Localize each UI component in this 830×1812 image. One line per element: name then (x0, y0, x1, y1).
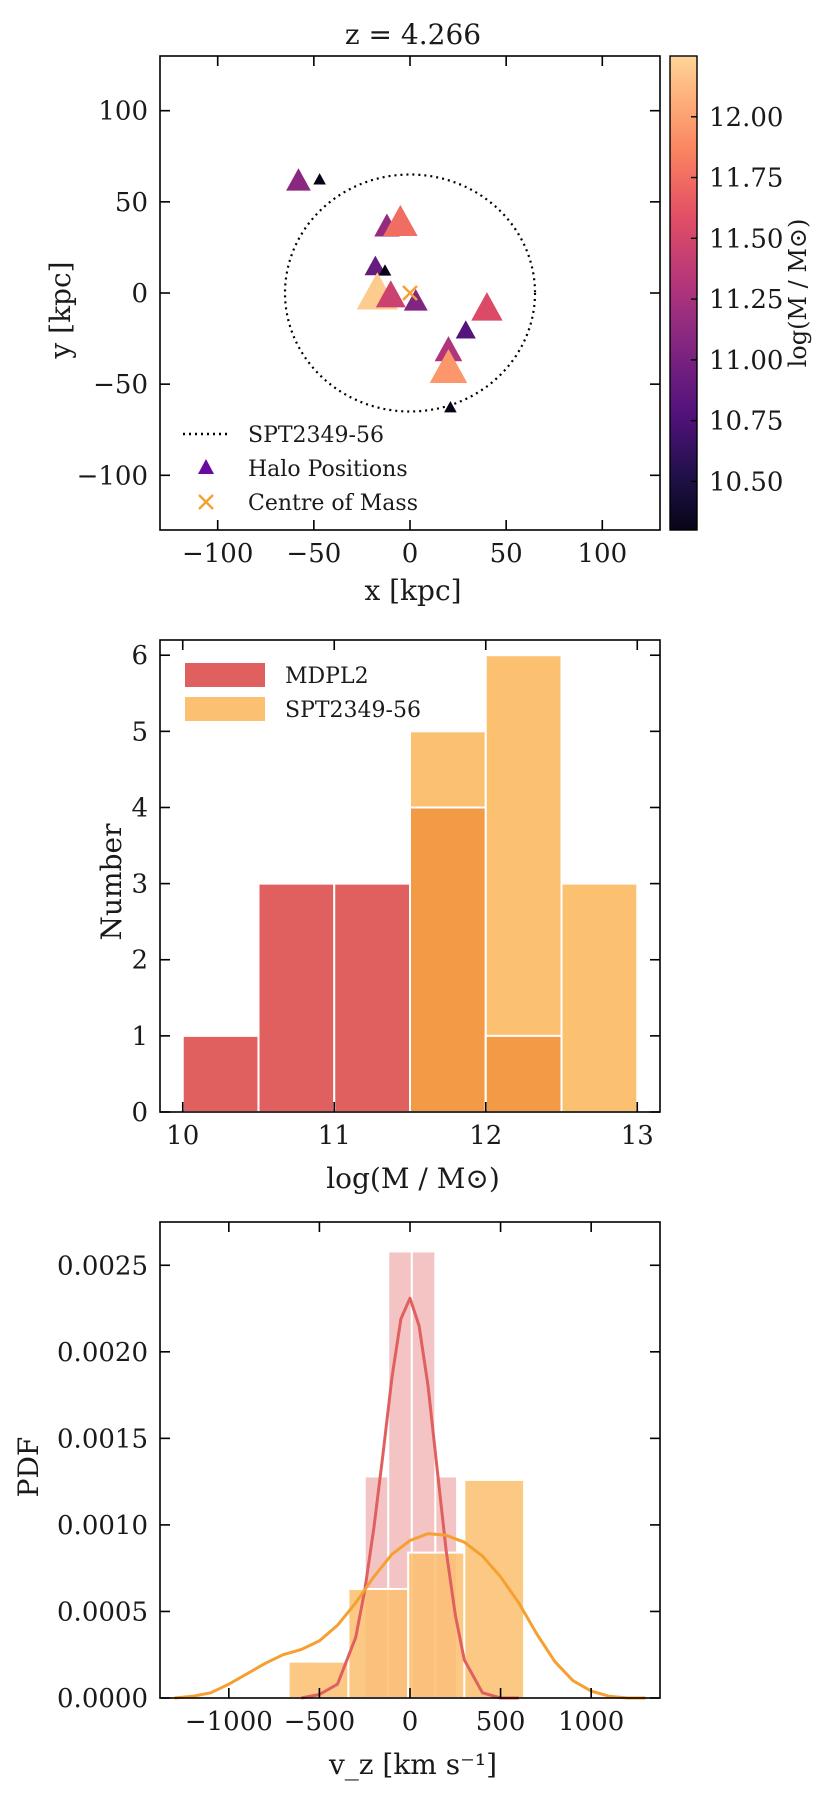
colorbar-bar (669, 55, 698, 531)
scatter-plot-area (283, 168, 537, 413)
panel3-xtick-label: 1000 (558, 1707, 624, 1737)
colorbar-tick-label: 10.50 (709, 467, 783, 497)
histogram-plot-area (181, 654, 639, 1114)
panel1-ytick-label: −100 (77, 461, 148, 491)
panel1-axes: −100 −50 0 50 100 −100 −50 0 50 100 (77, 55, 661, 569)
histogram-bar (181, 1034, 260, 1114)
legend-cross-symbol (198, 494, 214, 510)
panel2-xtick-label: 12 (469, 1121, 502, 1151)
panel1-xtick-label: 100 (577, 539, 627, 569)
histogram-bar (333, 882, 412, 1114)
legend-swatch-mdpl2 (185, 663, 265, 687)
colorbar-tick-label: 11.75 (709, 164, 783, 194)
panel1-ytick-label: 100 (98, 97, 148, 127)
panel3-ytick-label: 0.0000 (57, 1684, 148, 1714)
halo-marker (444, 400, 457, 413)
panel1-xtick-label: −100 (182, 539, 253, 569)
halo-marker (455, 320, 476, 339)
panel1-xtick-label: −50 (286, 539, 341, 569)
panel1-ytick-label: 0 (131, 279, 148, 309)
panel2-ytick-label: 0 (131, 1098, 148, 1128)
legend-swatch-spt2349 (185, 697, 265, 721)
colorbar-tick-label: 12.00 (709, 103, 783, 133)
panel2-xlabel: log(M / M⊙) (326, 1162, 500, 1195)
centre-of-mass-marker (402, 285, 418, 301)
panel3-xtick-label: 0 (402, 1707, 419, 1737)
panel3-axes: −1000 −500 0 500 1000 0.0000 0.0005 0.0010 0.001… (57, 1221, 661, 1737)
colorbar-tick-label: 11.00 (709, 346, 783, 376)
legend-label-mdpl2: MDPL2 (285, 664, 369, 689)
panel3-ytick-label: 0.0020 (57, 1338, 148, 1368)
panel2-xtick-label: 13 (621, 1121, 654, 1151)
panel3-xtick-label: −500 (284, 1707, 355, 1737)
legend-triangle-symbol (198, 459, 214, 474)
halo-marker (378, 264, 392, 276)
kde-curve-mdpl2 (301, 1296, 519, 1700)
panel2-ytick-label: 2 (131, 946, 148, 976)
legend-label-halo-positions: Halo Positions (248, 457, 408, 482)
panel3-xlabel: v_z [km s⁻¹] (328, 1748, 497, 1781)
panel1-title: z = 4.266 (345, 18, 481, 51)
panel2-ytick-label: 5 (131, 717, 148, 747)
kde-curve-spt2349 (174, 1532, 646, 1700)
legend-label-spt2349: SPT2349-56 (248, 423, 384, 448)
colorbar-axis-label: log(M / M⊙) (784, 219, 812, 368)
panel3-ylabel: PDF (12, 1437, 45, 1498)
panel1-xtick-label: 50 (490, 539, 523, 569)
panel-velocity-pdf: −1000 −500 0 500 1000 0.0000 0.0005 0.0010 0.001… (12, 1221, 661, 1781)
colorbar-tick-label: 10.75 (709, 407, 783, 437)
velocity-hist-bar-spt2349 (347, 1587, 410, 1700)
panel3-ytick-label: 0.0025 (57, 1251, 148, 1281)
panel3-xtick-label: 500 (476, 1707, 526, 1737)
panel2-xtick-label: 11 (318, 1121, 351, 1151)
panel1-ytick-label: 50 (115, 188, 148, 218)
panel1-ytick-label: −50 (93, 370, 148, 400)
panel2-xtick-label: 10 (166, 1121, 199, 1151)
histogram-bar-overlap (409, 806, 487, 1114)
panel1-xlabel: x [kpc] (364, 574, 461, 607)
histogram-bar (257, 882, 336, 1114)
panel2-ylabel: Number (95, 823, 128, 941)
halo-marker (434, 336, 463, 362)
panel2-frame (159, 639, 661, 1113)
panel1-xtick-label: 0 (402, 539, 419, 569)
halo-marker (383, 204, 418, 237)
panel3-ytick-label: 0.0015 (57, 1424, 148, 1454)
halo-marker (364, 255, 387, 276)
halo-marker (471, 292, 503, 321)
colorbar-tick-label: 11.50 (709, 224, 783, 254)
legend-label-centre-of-mass: Centre of Mass (248, 491, 418, 516)
panel2-ytick-label: 6 (131, 641, 148, 671)
velocity-plot-area (174, 1250, 646, 1700)
panel2-legend: MDPL2 SPT2349-56 (185, 663, 421, 723)
panel2-ytick-label: 3 (131, 870, 148, 900)
velocity-hist-bar-spt2349 (407, 1551, 466, 1699)
colorbar-tick-label: 11.25 (709, 285, 783, 315)
histogram-bar-overlap (484, 1034, 563, 1114)
velocity-hist-bar-spt2349 (463, 1478, 526, 1699)
spt2349-region-circle (283, 173, 537, 413)
halo-marker (375, 280, 406, 308)
halo-marker (429, 349, 468, 383)
panel-halo-positions: z = 4.266 10.50 10.75 11.00 11.25 11.50 11.75… (44, 18, 812, 607)
panel1-legend: SPT2349-56 Halo Positions Centre of Mass (183, 423, 418, 516)
halo-marker (313, 173, 326, 185)
panel2-ytick-label: 4 (131, 793, 148, 823)
panel3-ytick-label: 0.0010 (57, 1511, 148, 1541)
panel1-ylabel: y [kpc] (44, 261, 77, 359)
colorbar: 10.50 10.75 11.00 11.25 11.50 11.75 12.00 log(M… (669, 55, 812, 531)
legend-label-spt2349-hist: SPT2349-56 (285, 698, 421, 723)
panel3-xtick-label: −1000 (185, 1707, 273, 1737)
panel2-ytick-label: 1 (131, 1022, 148, 1052)
halo-marker (286, 168, 311, 191)
panel3-ytick-label: 0.0005 (57, 1597, 148, 1627)
histogram-bar (560, 882, 639, 1114)
